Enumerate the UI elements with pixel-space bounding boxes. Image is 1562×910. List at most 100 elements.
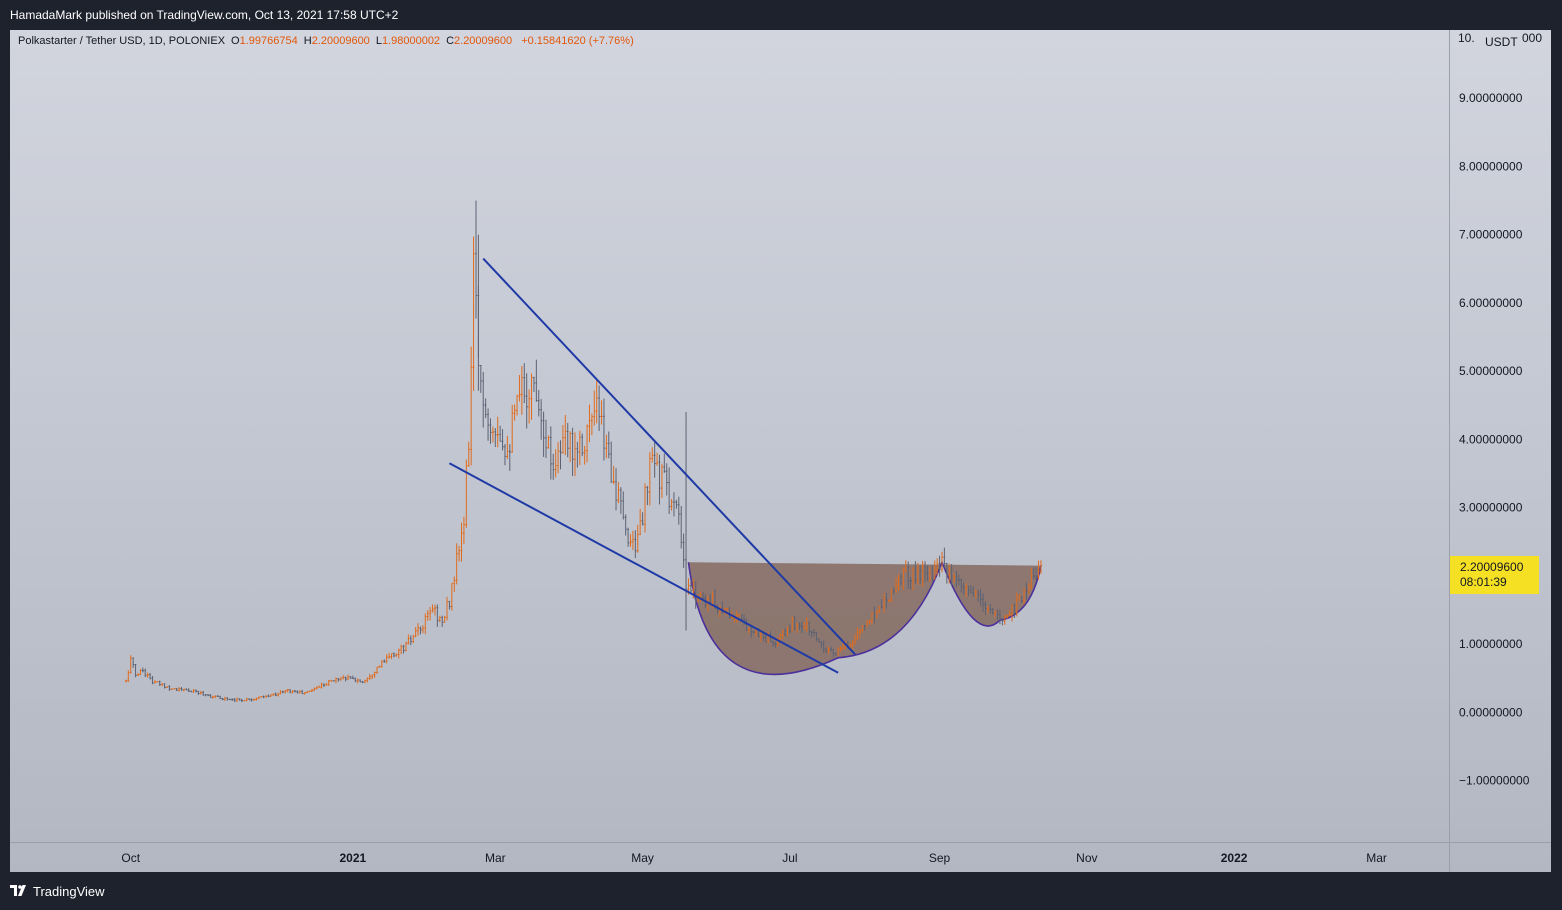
price-tick-label: 3.00000000 [1459, 501, 1523, 515]
candle [646, 485, 649, 506]
candle [938, 555, 941, 577]
candle [325, 682, 328, 686]
candle [612, 465, 615, 485]
candle [581, 433, 584, 457]
candle [994, 610, 997, 618]
candle [627, 527, 630, 547]
candle [170, 688, 174, 690]
candle [224, 696, 227, 702]
candle [593, 390, 596, 426]
candle [407, 634, 410, 645]
candle [129, 655, 133, 674]
candle [226, 697, 229, 701]
low-label: L [375, 35, 382, 47]
change-value: +0.15841620 (+7.76%) [521, 35, 634, 47]
candle [810, 630, 813, 638]
candle [941, 551, 944, 573]
candle [279, 690, 282, 695]
candle [885, 592, 888, 609]
candle [822, 640, 825, 654]
candle [636, 524, 640, 553]
candle [834, 652, 838, 656]
candle [395, 653, 398, 657]
candle [566, 422, 570, 458]
candle [467, 441, 471, 467]
candle [607, 431, 611, 459]
candle [436, 604, 439, 627]
candle [212, 695, 215, 699]
candle [953, 573, 956, 583]
candle [649, 452, 652, 506]
candle [315, 686, 318, 690]
candle [501, 429, 504, 451]
candle [127, 670, 130, 682]
candle [455, 543, 458, 585]
publish-line: HamadaMark published on TradingView.com,… [10, 8, 399, 22]
chart-panel[interactable]: 9.00000000 8.00000000 7.00000000 6.00000000… [10, 30, 1551, 872]
candle [721, 601, 724, 614]
candle [349, 676, 352, 679]
candle [907, 561, 910, 589]
ohlc-legend: Polkastarter / Tether USD, 1D, POLONIEX O… [18, 35, 634, 47]
candle [892, 587, 895, 595]
candle [359, 679, 362, 683]
candle [480, 365, 483, 393]
candle [269, 694, 273, 697]
candle [868, 620, 871, 625]
currency-unit[interactable]: USDT [1485, 35, 1518, 49]
candle [914, 561, 917, 584]
candle [815, 632, 818, 642]
price-tick-label: 4.00000000 [1459, 432, 1523, 446]
candle [161, 683, 164, 687]
candle [168, 685, 171, 691]
candle [156, 681, 159, 683]
candle [132, 657, 135, 668]
candle [668, 467, 671, 514]
low-value: 1.98000002 [381, 35, 441, 47]
candle [204, 694, 207, 697]
candle [634, 530, 637, 559]
candle [426, 610, 429, 621]
price-chart[interactable]: 9.00000000 8.00000000 7.00000000 6.00000000… [10, 30, 1551, 872]
candle [335, 677, 338, 684]
candle [352, 675, 355, 680]
candle [303, 692, 306, 695]
brand-name[interactable]: TradingView [33, 884, 105, 899]
candle [233, 697, 236, 702]
candle [933, 560, 937, 580]
candle [752, 630, 755, 634]
candle [750, 626, 753, 638]
symbol-label[interactable]: Polkastarter / Tether USD, 1D, POLONIEX [18, 35, 226, 47]
candle [465, 459, 468, 528]
candle [579, 430, 582, 466]
candle [289, 689, 292, 694]
candle [253, 698, 256, 701]
close-value: 2.20009600 [454, 35, 513, 47]
time-tick-label: Sep [929, 851, 951, 865]
candle [390, 653, 393, 660]
price-axis-top-label: 10. [1458, 31, 1475, 45]
open-label: O [231, 35, 240, 47]
candle [209, 693, 212, 698]
candle [1028, 583, 1031, 595]
candle [207, 694, 210, 697]
candle [308, 690, 311, 692]
candle [141, 667, 145, 673]
candle [827, 646, 830, 654]
candle [586, 424, 589, 463]
candle [342, 675, 345, 680]
candle [190, 690, 193, 693]
candle [603, 398, 606, 461]
candle [781, 629, 784, 640]
candle [1013, 603, 1016, 618]
candle [422, 625, 425, 634]
candle [434, 604, 437, 616]
candle [260, 696, 263, 698]
candle [175, 688, 178, 691]
tradingview-logo-icon[interactable] [10, 885, 28, 896]
candle [1023, 588, 1026, 605]
candle [306, 690, 309, 694]
candle [494, 428, 497, 448]
candle [972, 586, 975, 597]
candle [883, 593, 886, 613]
